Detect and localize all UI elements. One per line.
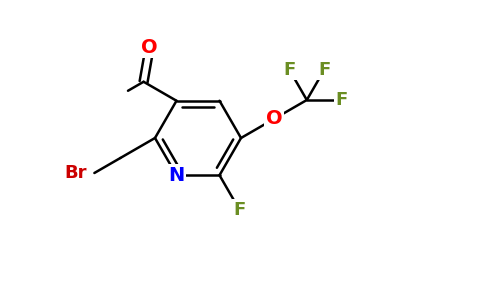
Text: F: F [318, 61, 331, 79]
Text: O: O [266, 110, 282, 128]
Text: F: F [233, 201, 245, 219]
Text: N: N [168, 166, 184, 185]
Text: O: O [141, 38, 158, 57]
Text: F: F [283, 61, 295, 79]
Text: F: F [336, 91, 348, 109]
Text: Br: Br [64, 164, 86, 182]
